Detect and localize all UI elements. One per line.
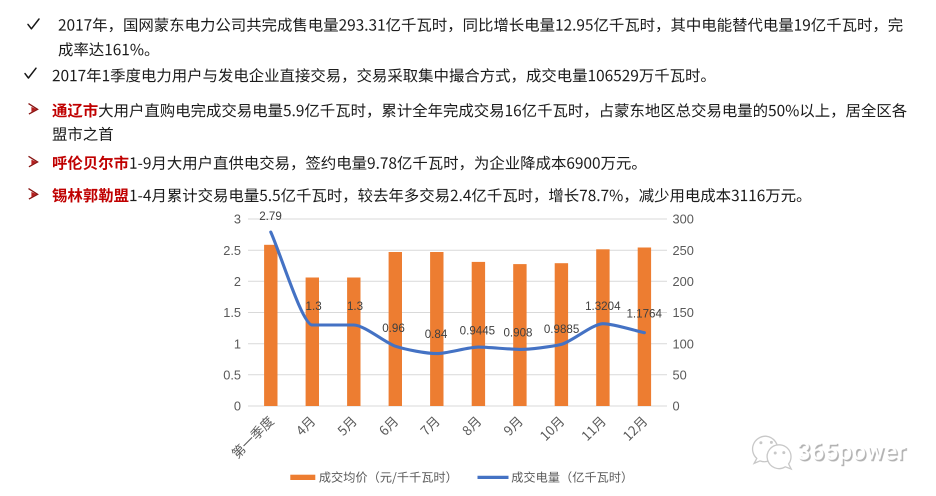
svg-text:1.3: 1.3 [347,300,363,313]
svg-text:0.96: 0.96 [382,322,405,335]
svg-text:2.5: 2.5 [223,243,241,258]
svg-text:2: 2 [234,274,241,289]
svg-text:0.9885: 0.9885 [544,323,579,336]
svg-text:250: 250 [673,243,694,258]
svg-text:100: 100 [673,336,694,351]
svg-text:0.5: 0.5 [223,367,241,382]
svg-text:150: 150 [673,305,694,320]
svg-text:0.9445: 0.9445 [460,325,495,338]
svg-text:1.1764: 1.1764 [626,308,662,321]
svg-text:1: 1 [234,336,241,351]
svg-text:0: 0 [234,399,241,414]
svg-text:0: 0 [673,399,680,414]
svg-text:200: 200 [673,274,694,289]
svg-text:1.3: 1.3 [306,300,322,313]
svg-text:300: 300 [673,212,694,227]
svg-text:1.3204: 1.3204 [585,300,621,313]
svg-text:3: 3 [234,212,241,227]
svg-text:50: 50 [673,367,687,382]
svg-text:0.84: 0.84 [425,328,448,341]
svg-text:0.908: 0.908 [503,327,532,340]
svg-text:2.79: 2.79 [259,210,282,223]
svg-text:1.5: 1.5 [223,305,241,320]
